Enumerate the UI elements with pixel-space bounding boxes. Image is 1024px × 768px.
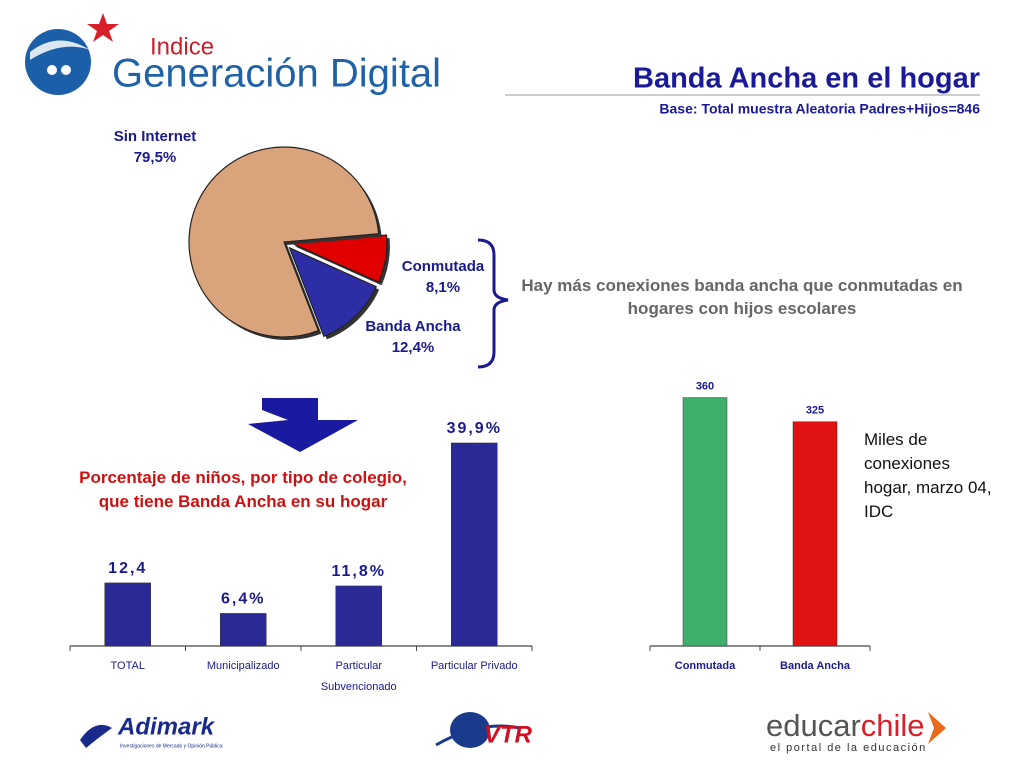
logo-figure xyxy=(47,65,57,75)
bar-value-label: 39,9% xyxy=(447,420,502,437)
pie-slice xyxy=(188,146,380,338)
chart-title: Banda Ancha en el hogar xyxy=(633,63,980,95)
bar-value-label: 360 xyxy=(696,381,714,393)
logo-swoosh xyxy=(435,724,521,747)
slice-value-label: 79,5% xyxy=(134,149,177,166)
x-tick-label-box: Banda Ancha xyxy=(780,660,850,672)
logo-figure xyxy=(61,65,71,75)
bar xyxy=(104,582,151,647)
logo-swoosh xyxy=(80,724,112,748)
pie-slice xyxy=(289,234,388,284)
x-tick-label-box: Particular Subvencionado xyxy=(320,660,397,693)
logo-vtr: VTR xyxy=(435,712,533,748)
logo-text: educarchile xyxy=(766,708,925,743)
logo-text: VTR xyxy=(484,721,533,748)
logo-educarchile: educarchile el portal de la educación xyxy=(766,708,946,754)
annotation-box: Hay más conexiones banda ancha que conmu… xyxy=(521,276,963,318)
slice-label: Conmutada xyxy=(402,258,485,275)
bar xyxy=(220,613,267,647)
x-tick-label-box: Municipalizado xyxy=(206,660,280,672)
brace xyxy=(477,238,509,369)
annotation: Hay más conexiones banda ancha que conmu… xyxy=(521,276,963,318)
logo-text: Investigaciones de Mercado y Opinión Púb… xyxy=(120,743,223,749)
logo-generacion-digital: Indice Generación Digital xyxy=(25,13,441,96)
chart-title-box: Porcentaje de niños, por tipo de colegio… xyxy=(79,468,407,511)
slice-value-label: 12,4% xyxy=(392,339,435,356)
logo-text: chile xyxy=(861,708,925,743)
bar xyxy=(451,442,498,647)
bar-value-label: 6,4% xyxy=(221,591,265,608)
bar xyxy=(335,585,382,647)
bar xyxy=(792,421,838,647)
logo-text: el portal de la educación xyxy=(770,742,927,754)
bar xyxy=(682,397,728,647)
x-tick-label: Municipalizado xyxy=(206,660,280,672)
logo-text: Adimark xyxy=(117,713,216,740)
x-tick-label-box: Particular Privado xyxy=(430,660,518,672)
slice-label: Banda Ancha xyxy=(365,318,461,335)
logo-text: educar xyxy=(766,708,861,743)
x-tick-label: Conmutada xyxy=(674,660,736,672)
x-tick-label: Banda Ancha xyxy=(780,660,850,672)
logo-text: Generación Digital xyxy=(112,52,441,96)
x-tick-label: TOTAL xyxy=(110,660,145,672)
bar-value-label: 325 xyxy=(806,405,824,417)
down-arrow xyxy=(248,398,358,452)
logo-text: Indice xyxy=(150,33,214,60)
annotation-box: Miles de conexiones hogar, marzo 04, IDC xyxy=(864,430,992,521)
logo-adimark: Adimark Investigaciones de Mercado y Opi… xyxy=(80,713,223,749)
logo-arrow xyxy=(928,712,946,744)
x-tick-label-box: TOTAL xyxy=(110,660,145,672)
bar-value-label: 11,8% xyxy=(332,563,386,580)
logo-swoosh xyxy=(30,40,90,60)
x-tick-label: Particular Subvencionado xyxy=(320,660,397,693)
x-tick-label: Particular Privado xyxy=(430,660,518,672)
pie-slice xyxy=(288,246,377,338)
slice-label: Sin Internet xyxy=(114,128,197,145)
bar-value-label: 12,4 xyxy=(108,560,147,577)
chart-title: Porcentaje de niños, por tipo de colegio… xyxy=(79,468,407,511)
annotation: Miles de conexiones hogar, marzo 04, IDC xyxy=(864,430,992,521)
chart-subtitle: Base: Total muestra Aleatoria Padres+Hij… xyxy=(659,101,980,117)
logo-globe xyxy=(25,29,91,95)
slice-value-label: 8,1% xyxy=(426,279,460,296)
x-tick-label-box: Conmutada xyxy=(674,660,736,672)
logo-star xyxy=(87,13,119,42)
